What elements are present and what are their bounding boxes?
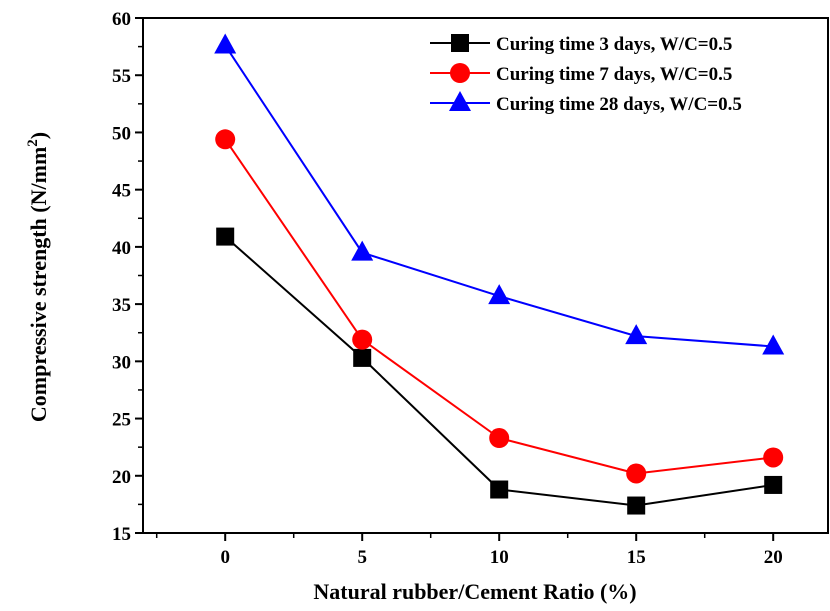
data-point [490,480,509,499]
data-point [216,227,235,246]
legend-item: Curing time 7 days, W/C=0.5 [430,63,732,85]
data-point [352,329,373,350]
y-axis: 15 20 25 30 35 40 45 50 55 60 [112,9,143,545]
data-point [351,240,374,261]
y-tick-label: 50 [112,123,131,144]
legend-label: Curing time 3 days, W/C=0.5 [496,34,732,55]
series-2 [215,129,784,484]
data-point [353,348,372,367]
y-axis-title-main: Compressive strength (N/mm [26,147,51,422]
data-point [625,324,648,345]
y-tick-label: 55 [112,66,131,87]
y-tick-label: 25 [112,410,131,431]
x-tick-label: 0 [220,547,230,568]
x-tick-label: 5 [357,547,367,568]
y-tick-label: 15 [112,524,131,545]
data-point [489,428,510,449]
legend-label: Curing time 7 days, W/C=0.5 [496,64,732,85]
data-point [215,129,236,150]
y-axis-title: Compressive strength (N/mm2) [25,132,51,422]
x-tick-label: 15 [627,547,646,568]
series-1 [216,227,783,515]
data-point [488,284,511,305]
y-tick-label: 40 [112,238,131,259]
legend-item: Curing time 3 days, W/C=0.5 [430,34,732,55]
x-tick-label: 10 [490,547,509,568]
legend-label: Curing time 28 days, W/C=0.5 [496,94,742,115]
data-point [214,33,237,54]
y-tick-label: 60 [112,9,131,30]
y-axis-title-close: ) [26,132,51,139]
legend-item: Curing time 28 days, W/C=0.5 [430,91,742,115]
legend-marker [449,91,471,111]
y-tick-label: 45 [112,181,131,202]
y-tick-label: 30 [112,352,131,373]
series-line [224,235,774,507]
data-point [762,334,785,355]
y-axis-title-superscript: 2 [25,139,41,147]
series-layer [214,33,785,515]
series-3 [214,33,785,355]
legend-marker [450,63,470,83]
x-axis: 0 5 10 15 20 [155,533,783,568]
y-tick-label: 20 [112,467,131,488]
series-line [224,138,774,475]
legend: Curing time 3 days, W/C=0.5 Curing time 7… [430,34,742,115]
data-point [764,475,783,494]
data-point [627,496,646,515]
legend-marker [451,34,469,52]
data-point [763,447,784,468]
x-tick-label: 20 [764,547,783,568]
y-tick-label: 35 [112,295,131,316]
x-axis-title: Natural rubber/Cement Ratio (%) [313,579,636,604]
data-point [626,463,647,484]
